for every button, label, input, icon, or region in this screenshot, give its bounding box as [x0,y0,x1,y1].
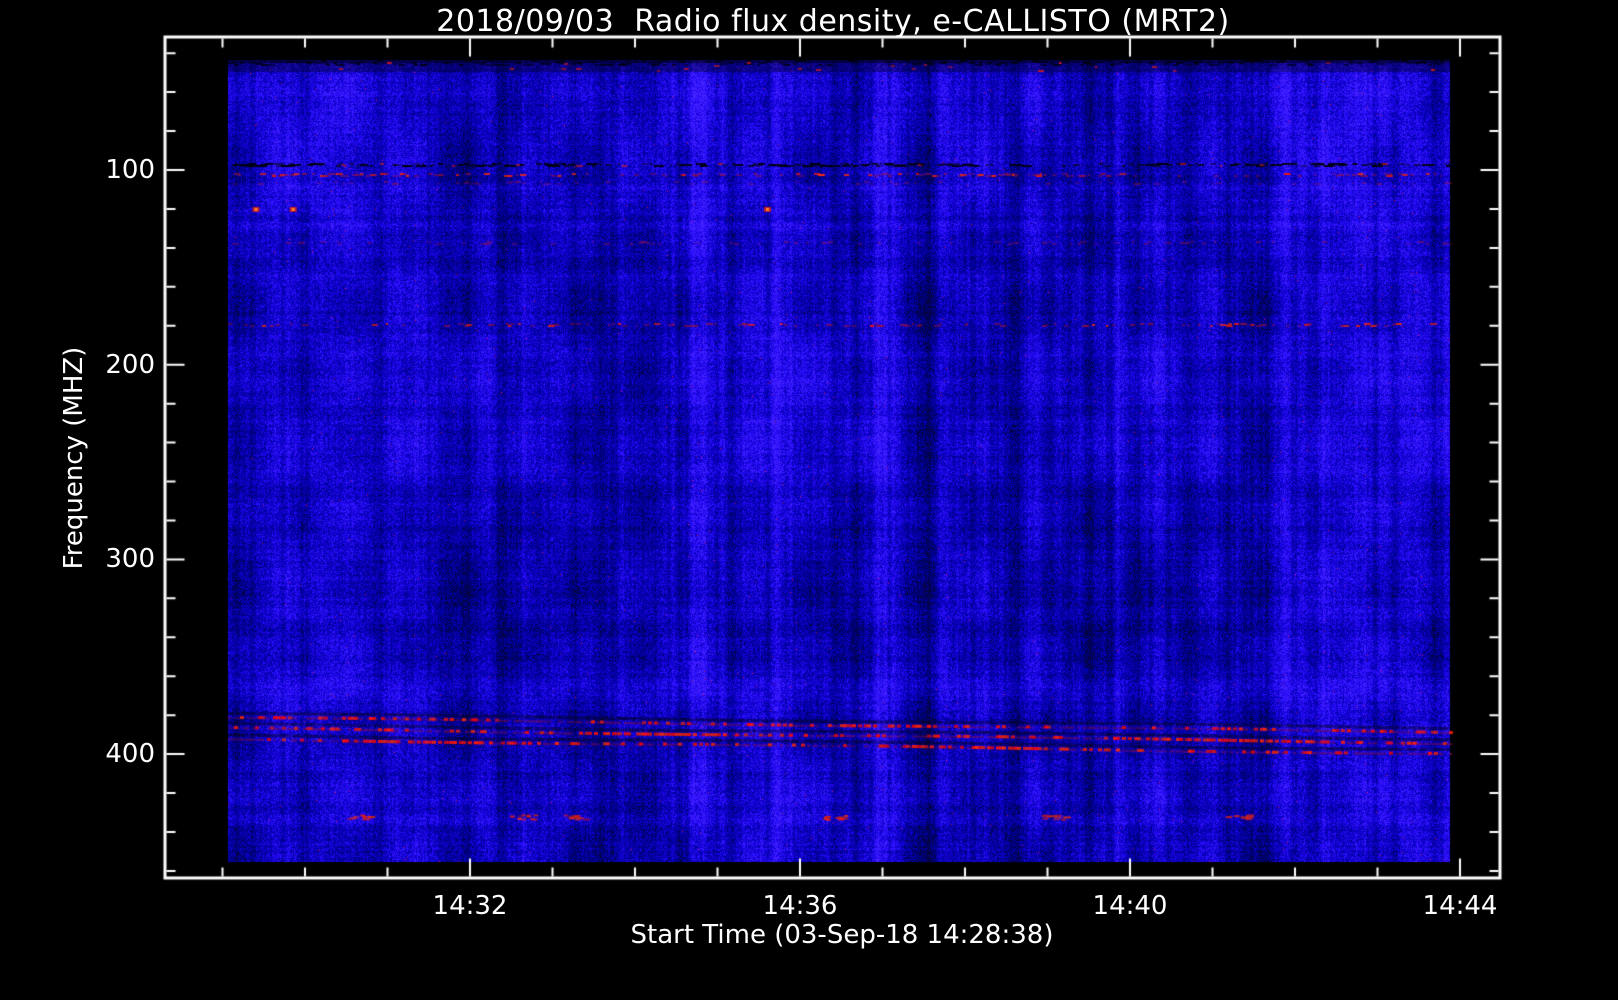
x-tick-label: 14:44 [1422,891,1498,921]
y-tick-label: 300 [105,544,155,575]
x-tick-label: 14:40 [1092,891,1168,921]
y-axis-label: Frequency (MHZ) [59,346,89,570]
x-axis-label: Start Time (03-Sep-18 14:28:38) [630,920,1054,950]
chart-title: 2018/09/03 Radio flux density, e-CALLIST… [436,4,1230,39]
y-tick-label: 400 [105,739,155,770]
y-tick-label: 200 [105,349,155,380]
y-tick-label: 100 [105,155,155,185]
x-tick-label: 14:36 [762,891,838,921]
x-tick-label: 14:32 [432,891,508,921]
